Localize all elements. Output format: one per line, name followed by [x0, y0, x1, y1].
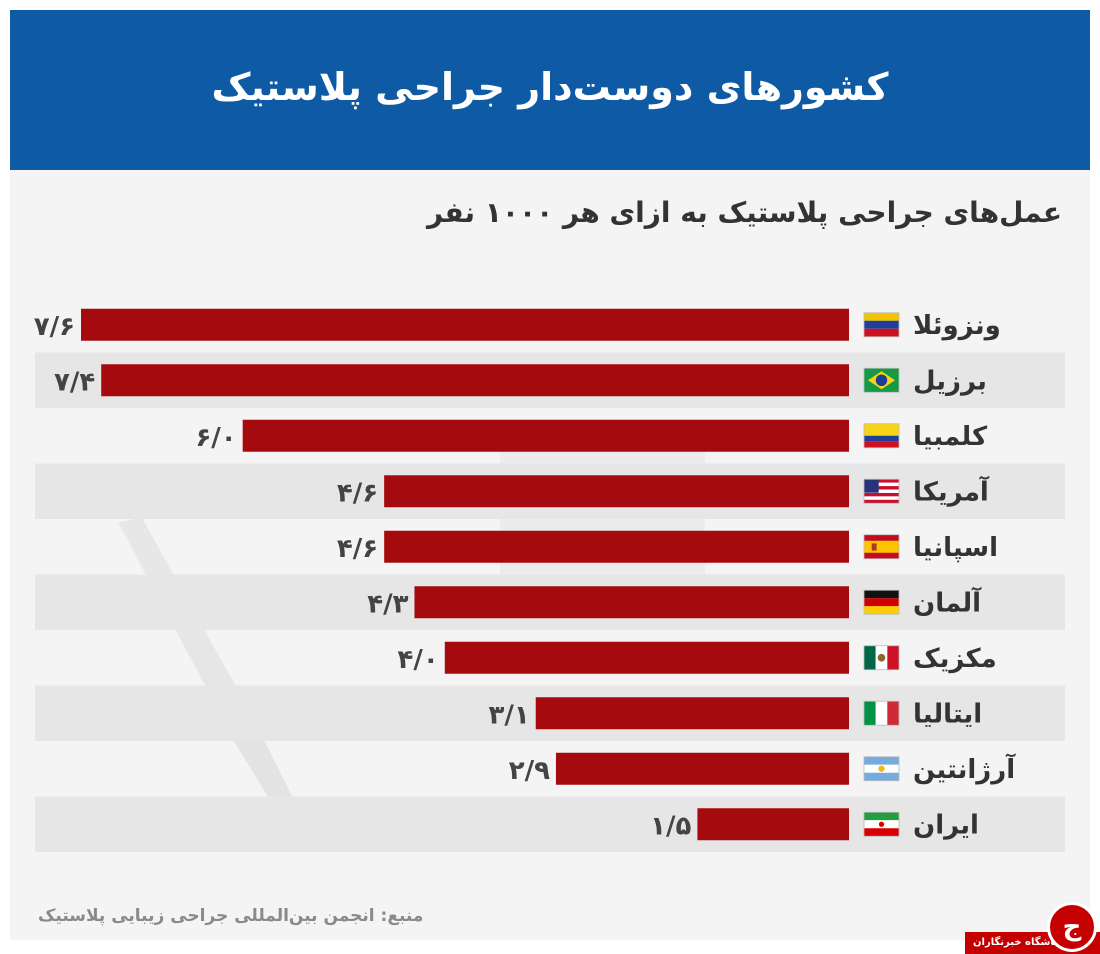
category-label: آمریکا	[913, 475, 990, 507]
category-label: آرژانتین	[913, 753, 1016, 785]
value-label: ۴/۶	[337, 478, 378, 508]
argentina-flag-icon	[863, 756, 900, 782]
bar-row: ۴/۶ آمریکا	[337, 475, 990, 508]
venezuela-flag-icon	[863, 312, 900, 338]
bar	[535, 697, 849, 730]
value-label: ۷/۴	[54, 367, 95, 397]
bar-row: ۴/۳ آلمان	[367, 586, 982, 619]
chart-title: کشورهای دوست‌دار جراحی پلاستیک	[211, 65, 889, 109]
category-label: مکزیک	[913, 644, 997, 674]
bar-row: ۱/۵ ایران	[650, 808, 979, 841]
header-banner: کشورهای دوست‌دار جراحی پلاستیک	[10, 10, 1090, 170]
value-label: ۶/۰	[195, 423, 236, 453]
chart-subtitle: عمل‌های جراحی پلاستیک به ازای هر ۱۰۰۰ نف…	[426, 196, 1062, 229]
iran-flag-icon	[863, 811, 900, 837]
bar	[444, 641, 849, 674]
bar-row: ۷/۶ ونزوئلا	[34, 308, 1001, 342]
value-label: ۱/۵	[650, 811, 691, 841]
source-note: منبع: انجمن بین‌المللی جراحی زیبایی پلاس…	[38, 906, 424, 926]
category-label: ونزوئلا	[913, 311, 1001, 341]
category-label: ایران	[913, 810, 979, 840]
brand-logo-icon: ج	[1047, 902, 1097, 952]
value-label: ۴/۰	[398, 645, 439, 675]
bar-row: ۳/۱ ایتالیا	[489, 697, 982, 730]
bar-row: ۷/۴ برزیل	[54, 364, 987, 397]
spain-flag-icon	[863, 534, 900, 560]
row-stripe	[35, 796, 1065, 852]
colombia-flag-icon	[863, 423, 900, 449]
bar	[555, 752, 849, 785]
bar-row: ۴/۶ اسپانیا	[337, 530, 998, 564]
bar	[101, 364, 850, 397]
brand-badge: باشگاه خبرنگاران ج	[965, 902, 1100, 954]
mexico-flag-icon	[863, 645, 900, 671]
bar-row: ۲/۹ آرژانتین	[509, 752, 1016, 786]
italy-flag-icon	[863, 700, 900, 726]
bar	[242, 419, 849, 452]
category-label: آلمان	[913, 586, 982, 618]
bar-row: ۶/۰ کلمبیا	[195, 419, 988, 453]
value-label: ۴/۶	[337, 534, 378, 564]
bar	[414, 586, 849, 619]
usa-flag-icon	[863, 478, 900, 504]
category-label: برزیل	[913, 366, 987, 396]
germany-flag-icon	[863, 589, 900, 615]
bar-row: ۴/۰ مکزیک	[398, 641, 997, 675]
bar	[384, 475, 849, 508]
value-label: ۲/۹	[509, 756, 550, 786]
bar	[81, 308, 849, 341]
value-label: ۳/۱	[489, 700, 530, 730]
brazil-flag-icon	[863, 367, 900, 393]
value-label: ۴/۳	[367, 589, 408, 619]
category-label: ایتالیا	[913, 699, 982, 729]
value-label: ۷/۶	[34, 312, 75, 342]
category-label: کلمبیا	[913, 422, 988, 452]
bar	[384, 530, 849, 563]
category-label: اسپانیا	[913, 533, 998, 563]
bar	[697, 808, 849, 841]
